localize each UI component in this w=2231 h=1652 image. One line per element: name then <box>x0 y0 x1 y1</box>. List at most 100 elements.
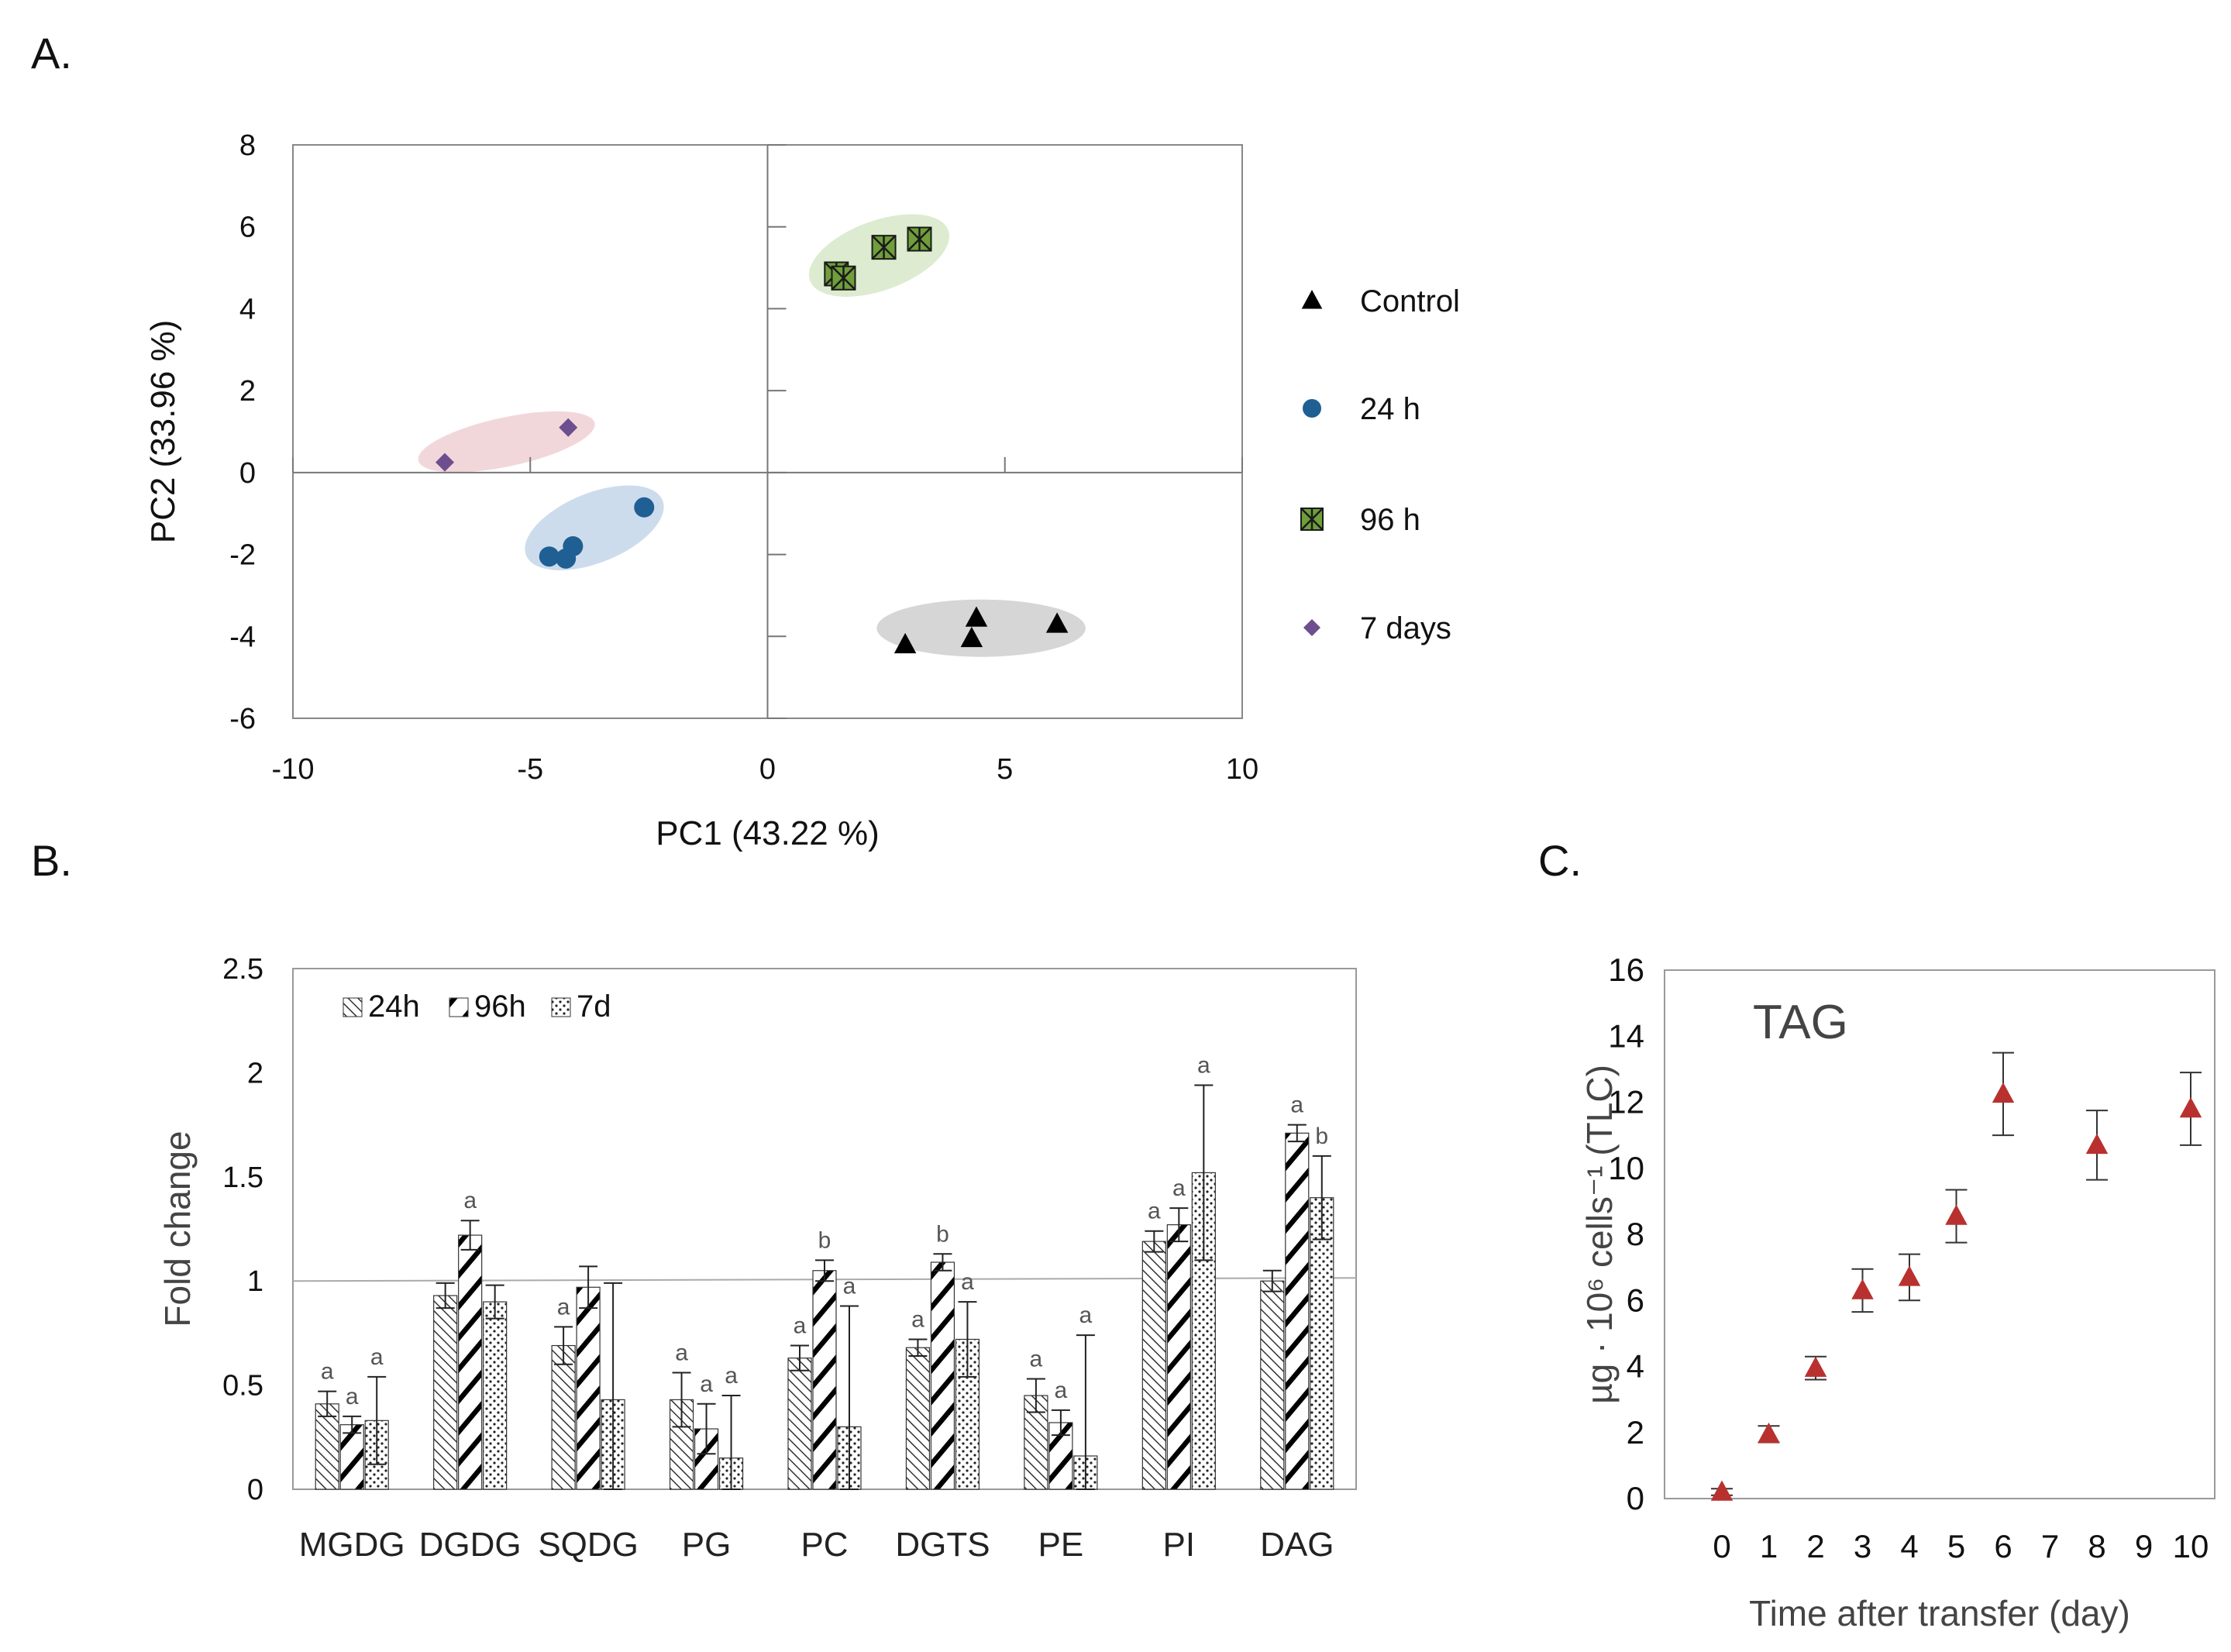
panel-c-y-axis-title: µg · 10⁶ cells⁻¹ (TLC) <box>1579 1065 1620 1404</box>
x-tick-label: 1 <box>1760 1528 1778 1564</box>
bar-24h-MGDG <box>315 1403 339 1490</box>
legend-marker-0 <box>1301 290 1323 309</box>
x-tick-label: -10 <box>272 753 315 786</box>
panel-a-x-axis-title: PC1 (43.22 %) <box>656 814 880 852</box>
point-diamond-3-1 <box>559 418 578 437</box>
error-bar-7d-SQDG <box>604 1282 623 1490</box>
category-label-PE: PE <box>1038 1526 1084 1564</box>
sig-letter-24h-SQDG: a <box>557 1294 570 1320</box>
legend-label-96h: 96h <box>474 989 526 1024</box>
error-bar-96h-PE <box>1051 1409 1070 1437</box>
category-label-DGTS: DGTS <box>895 1526 990 1564</box>
point-triangle-day-10 <box>2179 1097 2202 1118</box>
legend-label-24h: 24h <box>368 989 420 1024</box>
point-triangle-day-2 <box>1804 1356 1827 1377</box>
sig-letter-96h-PI: a <box>1172 1175 1186 1201</box>
point-triangle-0-3 <box>1045 612 1069 633</box>
y-tick-label: 6 <box>1627 1282 1644 1318</box>
legend-label-2: 96 h <box>1360 503 1420 537</box>
y-tick-label: 8 <box>1627 1216 1644 1252</box>
error-bar-7d-PC <box>840 1305 859 1490</box>
error-bar-24h-PC <box>790 1344 809 1372</box>
error-bar-7d-MGDG <box>367 1375 387 1465</box>
sig-letter-96h-DAG: a <box>1290 1093 1303 1118</box>
error-bar-96h-DGTS <box>933 1253 952 1272</box>
point-crossed-square-2-1-cross <box>831 265 856 291</box>
legend-swatch-7d <box>551 997 571 1017</box>
bar-96h-SQDG <box>576 1286 601 1490</box>
panel-c-x-axis-title: Time after transfer (day) <box>1749 1593 2130 1633</box>
point-triangle-day-5 <box>1945 1204 1968 1225</box>
bar-96h-PI <box>1166 1224 1191 1490</box>
y-tick-label: 4 <box>1627 1348 1644 1385</box>
sig-letter-24h-PI: a <box>1148 1199 1161 1224</box>
panel-label-b: B. <box>31 836 72 885</box>
sig-letter-7d-DGTS: a <box>961 1269 974 1295</box>
x-tick-label: 0 <box>759 753 776 786</box>
point-circle-1-3 <box>634 497 655 518</box>
sig-letter-24h-DGTS: a <box>911 1306 924 1332</box>
error-bar-24h-DGDG <box>436 1282 455 1310</box>
y-tick-label: 2 <box>239 375 256 408</box>
error-bar-96h-DAG <box>1287 1124 1307 1143</box>
x-tick-label: 4 <box>1900 1528 1918 1564</box>
point-triangle-day-4 <box>1898 1265 1921 1286</box>
legend-label-7d: 7d <box>577 989 611 1024</box>
sig-letter-24h-PE: a <box>1030 1347 1043 1372</box>
bar-24h-SQDG <box>551 1344 576 1490</box>
point-triangle-day-8 <box>2085 1133 2109 1155</box>
legend-label-1: 24 h <box>1360 392 1420 426</box>
panel-b-category-labels: MGDG DGDG SQDG PG PC DGTS PE PI DAG <box>299 1526 1334 1564</box>
x-tick-label: 10 <box>1226 753 1258 786</box>
bar-96h-PC <box>812 1270 837 1490</box>
panel-a-y-axis-title: PC2 (33.96 %) <box>144 320 182 544</box>
cluster-ellipse-0 <box>876 599 1086 657</box>
y-tick-label: 10 <box>1608 1150 1644 1186</box>
legend-label-0: Control <box>1360 284 1460 318</box>
point-crossed-square-2-1 <box>831 265 856 291</box>
error-bar-96h-SQDG <box>579 1265 598 1310</box>
y-tick-label: 2.5 <box>222 953 263 986</box>
legend-marker-1 <box>1303 399 1321 418</box>
error-bar-7d-PE <box>1076 1334 1095 1490</box>
legend-swatch-24h <box>343 997 363 1017</box>
panel-b-y-axis-title: Fold change <box>157 1131 198 1327</box>
bar-7d-DAG <box>1310 1197 1334 1490</box>
legend-marker-2-cross <box>1300 508 1324 531</box>
panel-b-error-bars <box>318 1084 1331 1490</box>
error-bar-96h-MGDG <box>343 1415 362 1434</box>
x-tick-label: 5 <box>1947 1528 1965 1564</box>
category-label-DAG: DAG <box>1260 1526 1334 1564</box>
panel-b-bars <box>315 1132 1334 1490</box>
error-bar-7d-DAG <box>1312 1155 1331 1241</box>
category-label-MGDG: MGDG <box>299 1526 405 1564</box>
legend-swatch-96h <box>449 997 469 1017</box>
x-tick-label: -5 <box>517 753 543 786</box>
panel-label-c: C. <box>1538 836 1582 885</box>
panel-c-points <box>1710 1051 2202 1501</box>
y-tick-label: -2 <box>229 539 256 572</box>
x-tick-label: 3 <box>1854 1528 1871 1564</box>
x-tick-label: 2 <box>1806 1528 1824 1564</box>
legend-label-3: 7 days <box>1360 611 1451 645</box>
point-circle-1-0 <box>539 546 559 567</box>
category-label-PC: PC <box>800 1526 848 1564</box>
y-tick-label: 6 <box>239 212 256 244</box>
sig-letter-24h-PC: a <box>794 1313 807 1339</box>
bar-96h-DGDG <box>458 1234 483 1490</box>
bar-7d-DGDG <box>483 1301 508 1490</box>
sig-letter-7d-PI: a <box>1197 1053 1210 1079</box>
x-tick-label: 0 <box>1713 1528 1730 1564</box>
cluster-ellipse-3 <box>418 411 595 473</box>
panel-a-points <box>436 226 1069 654</box>
sig-letter-96h-DGTS: b <box>936 1221 949 1247</box>
panel-label-a: A. <box>31 29 72 77</box>
point-diamond-3-0 <box>436 453 454 472</box>
y-tick-label: 12 <box>1608 1084 1644 1120</box>
y-tick-label: 16 <box>1608 952 1644 988</box>
point-crossed-square-2-2-cross <box>871 235 897 260</box>
